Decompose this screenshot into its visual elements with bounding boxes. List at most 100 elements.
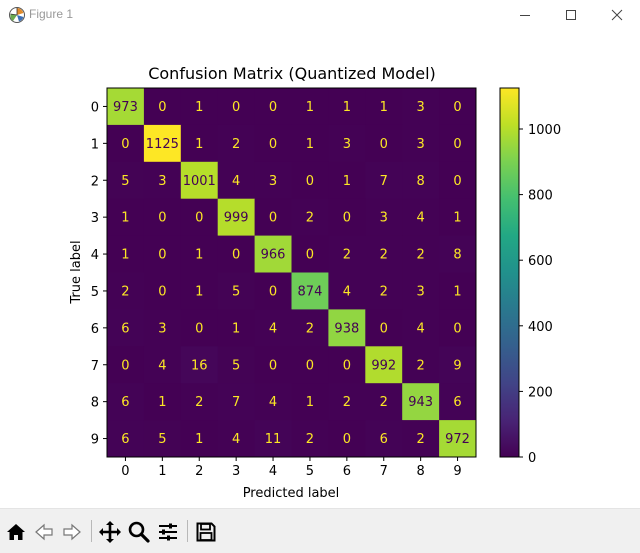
heatmap-cell: [180, 272, 219, 310]
heatmap-cell: [291, 383, 329, 421]
cell-value-label: 1: [306, 137, 314, 152]
cell-value-label: 1: [306, 100, 314, 115]
heatmap-cell: [328, 346, 366, 384]
cell-value-label: 0: [343, 211, 351, 226]
toolbar-separator: [187, 520, 188, 542]
save-icon: [196, 522, 216, 542]
cell-value-label: 6: [121, 395, 129, 410]
heatmap-cell: [180, 88, 219, 126]
heatmap-cell: [365, 198, 403, 236]
forward-button[interactable]: [59, 519, 85, 545]
chart-title: Confusion Matrix (Quantized Model): [148, 64, 436, 83]
cell-value-label: 2: [232, 137, 240, 152]
matplotlib-app-icon: [9, 7, 25, 23]
heatmap-cell-labels: 973 0 1 0 0 1 1 1 3 00 1125 1 2 0 1 3 0 3 05 3 1001 4 3 0 1 7 8 01 0…: [113, 100, 470, 447]
y-tick-label: 1: [91, 137, 99, 152]
y-tick-label: 9: [91, 433, 99, 448]
y-axis-label: True label: [69, 240, 84, 304]
cell-value-label: 3: [158, 321, 166, 336]
heatmap-cell: [439, 420, 477, 458]
heatmap-cell: [328, 198, 366, 236]
back-button[interactable]: [31, 519, 57, 545]
cell-value-label: 0: [269, 211, 277, 226]
forward-icon: [63, 523, 81, 541]
close-icon: [611, 9, 623, 21]
x-tick-label: 5: [306, 464, 314, 479]
cell-value-label: 0: [453, 174, 461, 189]
heatmap-cell: [143, 235, 182, 273]
pan-button[interactable]: [97, 519, 123, 545]
cell-value-label: 9: [453, 358, 461, 373]
zoom-button[interactable]: [126, 519, 152, 545]
cell-value-label: 0: [343, 432, 351, 447]
home-button[interactable]: [3, 519, 29, 545]
cell-value-label: 1: [232, 321, 240, 336]
cell-value-label: 3: [417, 100, 425, 115]
configure-subplots-icon: [159, 523, 177, 541]
cell-value-label: 943: [408, 395, 433, 410]
heatmap-cell: [143, 420, 182, 458]
heatmap-cell: [365, 272, 403, 310]
y-tick-label: 7: [91, 359, 99, 374]
heatmap-cell: [439, 272, 477, 310]
cell-value-label: 6: [121, 432, 129, 447]
cell-value-label: 1: [195, 100, 203, 115]
heatmap-cell: [143, 124, 182, 163]
x-tick-label: 9: [453, 464, 461, 479]
colorbar-tick-label: 1000: [528, 123, 561, 138]
cell-value-label: 2: [306, 321, 314, 336]
home-icon: [7, 524, 25, 540]
cell-value-label: 3: [417, 284, 425, 299]
heatmap-cell: [365, 383, 403, 421]
heatmap-cell: [328, 161, 366, 200]
back-icon: [35, 523, 53, 541]
heatmap-cell: [180, 198, 219, 236]
heatmap-cell: [180, 346, 219, 384]
configure-subplots-button[interactable]: [155, 519, 181, 545]
cell-value-label: 0: [158, 248, 166, 263]
x-tick-label: 1: [158, 464, 166, 479]
maximize-button[interactable]: [548, 0, 594, 30]
cell-value-label: 2: [417, 248, 425, 263]
heatmap-cell: [291, 198, 329, 236]
heatmap-cell: [143, 309, 182, 347]
heatmap-cell: [180, 124, 219, 163]
heatmap-cell: [254, 383, 292, 421]
heatmap-cell: [254, 88, 292, 126]
cell-value-label: 2: [343, 248, 351, 263]
cell-value-label: 0: [158, 284, 166, 299]
heatmap-cell: [402, 161, 440, 200]
heatmap-cell: [143, 272, 182, 310]
cell-value-label: 0: [306, 174, 314, 189]
cell-value-label: 4: [417, 321, 425, 336]
heatmap-cell: [439, 198, 477, 236]
figure-canvas[interactable]: Confusion Matrix (Quantized Model) 9 7 3 0 1…: [0, 30, 640, 508]
cell-value-label: 7: [380, 174, 388, 189]
heatmap-cell: [328, 272, 366, 310]
cell-value-label: 4: [269, 395, 277, 410]
plot-frame: [106, 87, 477, 458]
cell-value-label: 2: [380, 395, 388, 410]
save-button[interactable]: [193, 519, 219, 545]
cell-value-label: 5: [158, 432, 166, 447]
heatmap-cell: [217, 346, 255, 384]
cell-value-label: 5: [232, 358, 240, 373]
heatmap-cell: [439, 346, 477, 384]
heatmap-cell: [107, 235, 145, 273]
heatmap-cell: [402, 272, 440, 310]
minimize-button[interactable]: [502, 0, 548, 30]
cell-value-label: 874: [298, 284, 323, 299]
heatmap-cell: [254, 420, 292, 458]
cell-value-label: 0: [158, 211, 166, 226]
close-button[interactable]: [594, 0, 640, 30]
colorbar-tick-label: 400: [528, 320, 553, 335]
cell-value-label: 1: [121, 248, 129, 263]
heatmap-cell: [365, 420, 403, 458]
colorbar-tick-label: 600: [528, 254, 553, 269]
x-tick-label: 8: [417, 464, 425, 479]
heatmap-cell: [439, 235, 477, 273]
heatmap-cell: [365, 124, 403, 163]
cell-value-label: 5: [232, 284, 240, 299]
cell-value-label: 0: [269, 137, 277, 152]
x-tick-label: 0: [121, 464, 129, 479]
